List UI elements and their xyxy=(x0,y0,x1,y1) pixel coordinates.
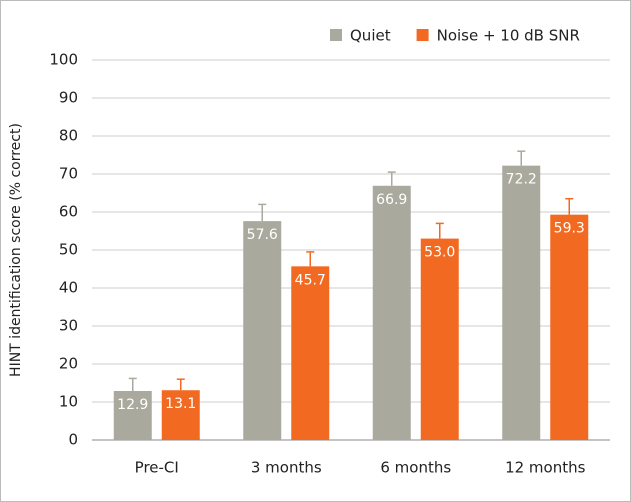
y-tick-label: 0 xyxy=(68,431,78,449)
y-axis-label: HINT identification score (% correct) xyxy=(8,123,24,377)
x-tick-label: 6 months xyxy=(380,459,451,477)
y-tick-label: 60 xyxy=(59,203,78,221)
y-tick-label: 80 xyxy=(59,127,78,145)
bar xyxy=(243,221,282,440)
y-tick-label: 70 xyxy=(59,165,78,183)
value-label: 72.2 xyxy=(506,172,537,188)
bar xyxy=(113,390,152,440)
bar xyxy=(420,238,459,440)
value-label: 45.7 xyxy=(295,272,326,288)
value-label: 12.9 xyxy=(117,397,148,413)
y-tick-label: 90 xyxy=(59,89,78,107)
legend-swatch xyxy=(416,29,429,41)
y-tick-label: 50 xyxy=(59,241,78,259)
bar xyxy=(161,390,200,440)
bar xyxy=(550,214,589,440)
x-tick-label: 3 months xyxy=(251,459,322,477)
bar xyxy=(291,266,330,440)
legend-label: Quiet xyxy=(350,27,391,45)
value-label: 53.0 xyxy=(424,245,455,261)
x-tick-label: Pre-CI xyxy=(135,459,179,477)
value-label: 59.3 xyxy=(554,221,585,237)
legend-label: Noise + 10 dB SNR xyxy=(437,27,580,45)
x-tick-label: 12 months xyxy=(505,459,586,477)
value-label: 66.9 xyxy=(376,192,407,208)
y-tick-label: 40 xyxy=(59,279,78,297)
y-tick-label: 30 xyxy=(59,317,78,335)
bar xyxy=(502,165,541,440)
bar xyxy=(372,185,411,440)
legend-swatch xyxy=(330,29,342,41)
y-tick-label: 100 xyxy=(49,51,78,69)
value-label: 57.6 xyxy=(247,227,278,243)
value-label: 13.1 xyxy=(165,396,196,412)
y-tick-label: 10 xyxy=(59,393,78,411)
y-tick-label: 20 xyxy=(59,355,78,373)
